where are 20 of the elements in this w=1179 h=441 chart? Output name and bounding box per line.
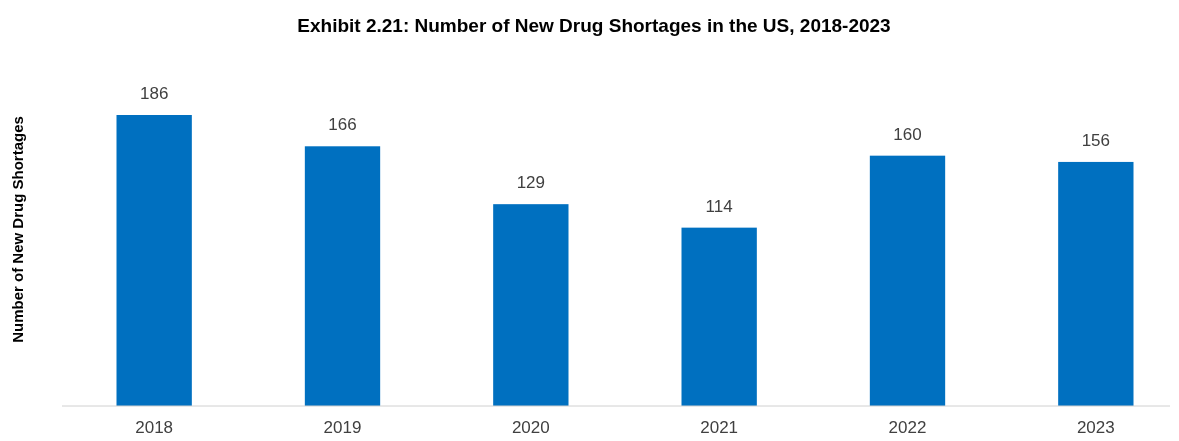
bar <box>681 227 757 406</box>
data-label: 129 <box>516 173 546 193</box>
bar <box>1058 161 1134 406</box>
x-tick-label: 2023 <box>1076 418 1115 437</box>
x-tick-label: 2018 <box>135 418 174 437</box>
data-label: 114 <box>705 196 733 216</box>
x-tick-label: 2021 <box>700 418 739 437</box>
data-label: 156 <box>1081 130 1111 150</box>
bar <box>869 155 946 406</box>
bar <box>493 204 569 406</box>
y-axis-title: Number of New Drug Shortages <box>9 116 26 343</box>
data-label: 160 <box>893 124 922 144</box>
data-label: 186 <box>139 84 169 103</box>
x-tick-label: 2022 <box>888 418 927 437</box>
x-tick-label: 2020 <box>511 418 550 437</box>
bar <box>116 115 192 406</box>
x-tick-label: 2019 <box>323 418 362 437</box>
chart-title: Exhibit 2.21: Number of New Drug Shortages in the US, 2018-2023 <box>297 15 891 36</box>
data-label: 166 <box>328 115 357 135</box>
bar <box>304 146 381 406</box>
